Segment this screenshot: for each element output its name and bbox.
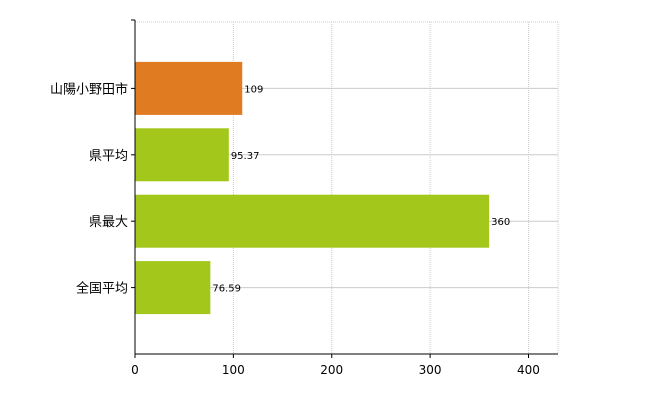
category-label-3: 全国平均 [76,281,128,297]
x-tick-label-0: 0 [131,363,139,377]
data-label-0: 109 [244,84,263,95]
x-tick-label-2: 200 [320,363,343,377]
axes [131,19,558,358]
bar-0 [135,61,243,115]
category-label-1: 県平均 [89,149,128,164]
bar-2 [135,194,490,248]
bar-1 [135,128,229,182]
data-label-1: 95.37 [231,151,260,162]
data-label-3: 76.59 [212,284,241,295]
bars [135,61,490,315]
category-label-0: 山陽小野田市 [50,81,128,97]
bar-3 [135,261,211,315]
x-tick-label-4: 400 [517,363,540,377]
category-label-2: 県最大 [89,215,128,230]
data-label-2: 360 [491,217,510,228]
x-tick-label-1: 100 [222,363,245,377]
x-tick-label-3: 300 [419,363,442,377]
labels: 109 山陽小野田市 95.37 県平均 360 県最大 76.59 全国平均 0 100 200 3… [50,81,540,377]
